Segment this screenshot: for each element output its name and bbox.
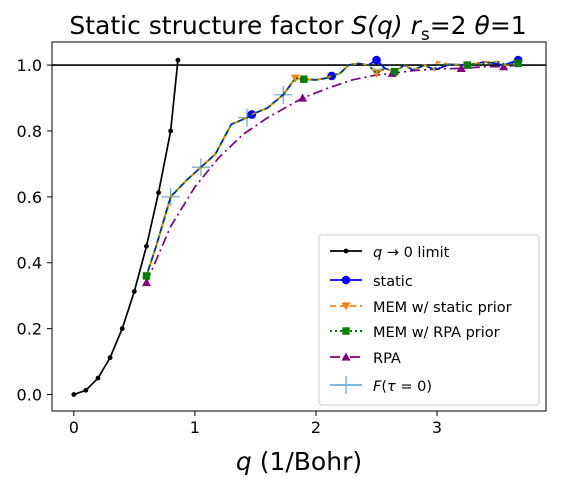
data-point-limit <box>83 387 89 393</box>
y-axis-ticks: 0.0 0.2 0.4 0.6 0.8 1.0 <box>17 56 52 405</box>
data-point-limit <box>71 392 77 397</box>
data-point-static <box>372 55 381 65</box>
legend-box <box>318 234 540 406</box>
data-point-limit <box>144 243 149 249</box>
chart-title: Static structure factor S(q) rs=2 θ=1 <box>69 11 526 45</box>
data-point-rpa <box>298 93 308 102</box>
legend-swatch-limit <box>330 248 362 254</box>
y-tick-label: 0.6 <box>17 188 42 207</box>
legend-swatch-mem-rpa <box>330 327 362 335</box>
x-tick-label: 1 <box>190 418 200 437</box>
y-tick-label: 0.0 <box>17 386 42 405</box>
data-point-rpa <box>456 63 466 72</box>
x-tick-label: 2 <box>311 418 321 437</box>
legend-marker-rpa <box>341 352 351 361</box>
data-point-limit <box>95 375 101 381</box>
legend-swatch-ftau <box>330 376 362 394</box>
legend-swatch-mem-static <box>330 302 362 311</box>
data-point-limit <box>168 128 174 134</box>
series-line-mem-static <box>145 60 519 277</box>
x-tick-label: 0 <box>69 418 79 437</box>
series-line-mem-rpa <box>145 60 519 277</box>
series-limit <box>71 57 181 397</box>
y-tick-label: 1.0 <box>17 56 42 75</box>
legend-marker-static <box>341 275 351 285</box>
legend-label-static: static <box>373 274 413 290</box>
legend-marker-mem-static <box>341 302 351 311</box>
data-point-limit <box>119 326 125 332</box>
data-point-mem-rpa <box>514 59 522 68</box>
data-point-limit <box>156 190 161 195</box>
x-tick-label: 3 <box>432 418 442 437</box>
data-point-limit <box>131 289 137 294</box>
data-point-rpa <box>499 62 509 71</box>
series-mem-rpa <box>142 59 522 280</box>
legend-swatches <box>330 248 362 394</box>
y-tick-label: 0.8 <box>17 122 42 141</box>
series-line-rpa <box>145 64 519 283</box>
x-axis-ticks: 0 1 2 3 <box>69 411 442 437</box>
data-point-mem-rpa <box>300 75 308 83</box>
data-point-limit <box>175 57 181 63</box>
y-tick-label: 0.2 <box>17 320 42 339</box>
data-point-limit <box>107 355 113 361</box>
data-point-rpa <box>141 278 151 287</box>
legend-marker-mem-rpa <box>342 327 350 335</box>
legend-marker-limit <box>343 248 349 254</box>
legend-label-rpa: RPA <box>373 351 401 367</box>
series-layer <box>52 55 546 397</box>
data-point-mem-static <box>290 74 300 83</box>
legend-swatch-rpa <box>330 352 362 361</box>
legend-items: q → 0 limit static MEM w/ static prior M… <box>373 245 512 395</box>
data-point-mem-rpa <box>390 67 399 76</box>
data-point-mem-rpa <box>142 272 151 280</box>
legend: q → 0 limit static MEM w/ static prior M… <box>318 234 540 406</box>
y-tick-label: 0.4 <box>17 254 42 273</box>
plot-frame <box>51 41 547 412</box>
series-line-limit <box>73 60 179 396</box>
legend-label-ftau: F(τ = 0) <box>373 379 432 395</box>
data-point-mem-rpa <box>463 61 472 69</box>
legend-label-mem-rpa: MEM w/ RPA prior <box>373 325 500 341</box>
legend-swatch-static <box>330 275 362 285</box>
legend-marker-ftau <box>337 376 355 394</box>
legend-label-limit: q → 0 limit <box>373 245 450 261</box>
x-axis-label: q (1/Bohr) <box>236 447 362 476</box>
legend-label-mem-static: MEM w/ static prior <box>373 300 512 316</box>
